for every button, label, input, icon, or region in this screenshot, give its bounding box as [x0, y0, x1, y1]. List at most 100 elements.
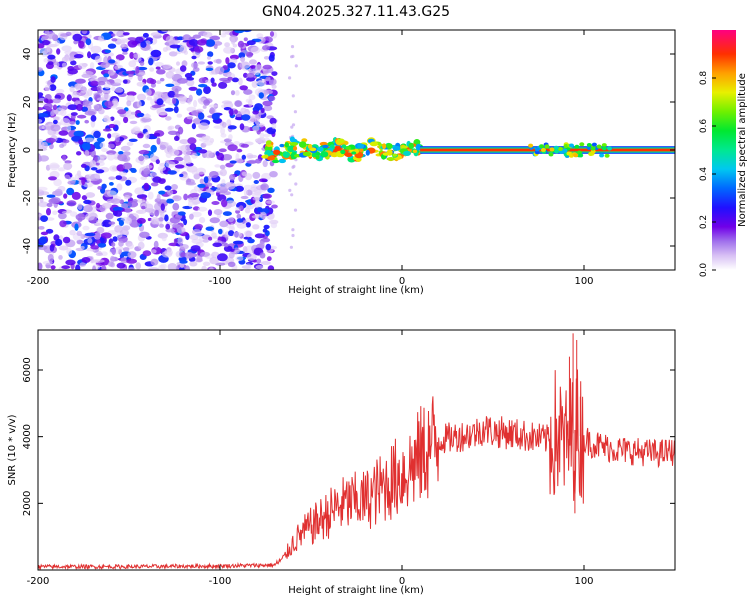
noise-blob: [184, 265, 190, 270]
noise-blob: [236, 213, 242, 220]
noise-blob: [294, 182, 298, 186]
noise-blob: [265, 243, 272, 251]
noise-blob: [227, 62, 236, 69]
noise-blob: [101, 265, 107, 270]
noise-blob: [87, 237, 93, 244]
noise-blob: [174, 88, 179, 96]
noise-blob: [173, 238, 178, 244]
noise-blob: [126, 100, 132, 107]
noise-blob: [255, 64, 263, 72]
noise-blob: [52, 98, 61, 104]
noise-blob: [198, 77, 208, 84]
noise-blob: [69, 229, 76, 236]
noise-blob: [58, 245, 69, 251]
noise-blob: [109, 182, 114, 186]
noise-blob: [199, 178, 204, 185]
noise-blob: [38, 67, 44, 72]
noise-blob: [99, 142, 106, 149]
noise-blob: [97, 178, 103, 183]
noise-blob: [190, 245, 201, 252]
noise-blob: [181, 60, 188, 67]
noise-blob: [39, 197, 44, 203]
noise-blob: [196, 167, 206, 175]
noise-blob: [262, 64, 272, 70]
noise-blob: [64, 174, 71, 179]
noise-blob: [149, 79, 157, 85]
noise-blob: [239, 85, 248, 91]
noise-blob: [59, 143, 65, 148]
noise-blob: [46, 208, 51, 216]
noise-blob: [114, 210, 123, 217]
noise-blob: [213, 209, 223, 215]
noise-blob: [101, 148, 108, 152]
noise-blob: [160, 203, 165, 211]
noise-blob: [222, 211, 232, 217]
noise-blob: [194, 258, 203, 263]
noise-blob: [120, 203, 129, 209]
noise-blob: [267, 187, 275, 193]
noise-blob: [83, 205, 93, 213]
x-tick-label: 100: [574, 576, 593, 587]
noise-blob: [172, 202, 180, 211]
noise-blob: [165, 161, 176, 168]
noise-blob: [262, 228, 268, 233]
noise-blob: [111, 132, 121, 138]
noise-blob: [260, 107, 265, 113]
noise-blob: [289, 245, 293, 249]
signal-blob: [534, 147, 540, 152]
noise-blob: [162, 64, 172, 69]
noise-blob: [215, 58, 222, 64]
noise-blob: [222, 79, 231, 84]
noise-blob: [191, 152, 198, 159]
snr-x-axis: -200 -100 0 100: [27, 330, 594, 587]
noise-blob: [153, 132, 161, 137]
noise-blob: [103, 56, 109, 65]
noise-blob: [101, 232, 112, 239]
noise-blob: [166, 189, 174, 196]
noise-blob: [252, 110, 259, 115]
noise-blob: [100, 62, 110, 69]
noise-blob: [98, 35, 105, 42]
noise-blob: [93, 232, 101, 240]
noise-blob: [220, 133, 227, 138]
colorbar-gradient: [712, 30, 736, 270]
noise-blob: [73, 54, 84, 59]
noise-blob: [165, 83, 175, 88]
noise-blob: [43, 103, 53, 110]
noise-blob: [61, 62, 67, 68]
noise-blob: [245, 98, 252, 104]
noise-blob: [118, 220, 124, 226]
noise-blob: [149, 153, 157, 161]
noise-blob: [207, 61, 213, 65]
noise-blob: [76, 239, 84, 245]
noise-blob: [66, 248, 73, 255]
noise-blob: [167, 170, 177, 175]
snr-series-line: [38, 369, 675, 570]
noise-blob: [232, 231, 243, 238]
noise-blob: [97, 186, 102, 190]
x-tick-label: -100: [209, 576, 232, 587]
noise-blob: [90, 45, 102, 54]
spectrogram-x-axis: -200 -100 0 100: [27, 30, 594, 287]
noise-blob: [95, 252, 104, 256]
noise-blob: [209, 217, 220, 224]
noise-blob: [227, 76, 233, 81]
noise-blob: [191, 110, 199, 116]
noise-blob: [205, 188, 212, 193]
noise-blob: [168, 125, 175, 130]
noise-blob: [66, 125, 72, 132]
noise-blob: [143, 182, 150, 190]
noise-blob: [154, 202, 162, 211]
noise-blob: [149, 172, 158, 177]
noise-blob: [127, 40, 138, 48]
noise-blob: [150, 98, 156, 106]
noise-blob: [194, 231, 203, 237]
noise-blob: [84, 232, 96, 237]
noise-blob: [102, 116, 112, 123]
noise-blob: [193, 173, 201, 180]
signal-blob: [586, 143, 592, 147]
signal-blob: [278, 158, 286, 164]
noise-blob: [140, 41, 147, 48]
noise-blob: [243, 184, 252, 190]
noise-blob: [122, 247, 130, 252]
